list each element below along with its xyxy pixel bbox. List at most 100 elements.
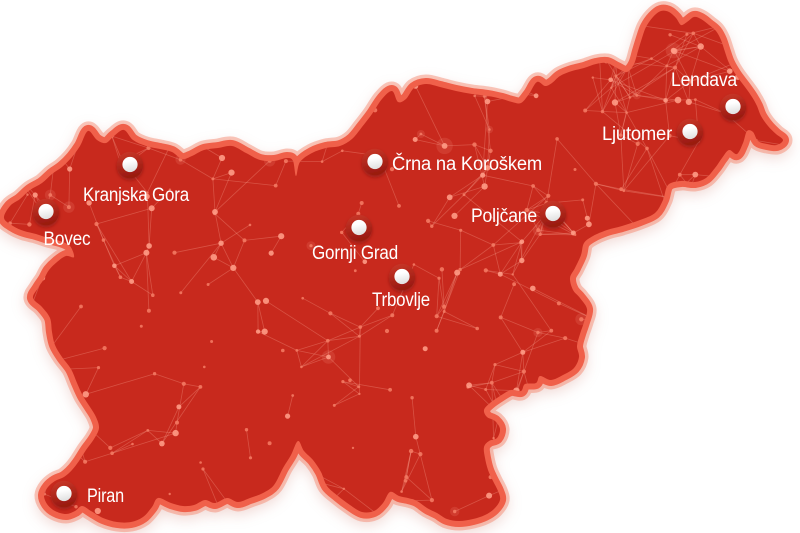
network-line [443,272,458,312]
network-line [627,66,631,98]
network-dot [663,367,667,371]
network-dot-halo [763,303,771,311]
network-line [246,429,251,458]
network-line [730,300,763,305]
network-dot [17,462,21,466]
network-line [260,94,276,124]
network-line [526,195,549,211]
network-line [498,27,539,45]
network-dot [167,94,172,99]
network-dot [493,363,497,367]
city-marker-piran[interactable] [50,480,78,508]
network-line [131,281,154,296]
network-line [114,252,147,267]
network-dot [685,32,689,36]
network-dot [472,45,480,52]
network-dot [184,24,188,27]
network-dot [492,74,497,78]
network-line [270,235,282,254]
city-marker-poljcane[interactable] [539,200,567,228]
network-line [460,229,494,246]
network-line [212,172,232,180]
network-line [74,10,104,35]
network-line [526,209,539,231]
network-dot [531,184,535,188]
network-line [521,234,541,261]
network-dot [614,74,618,78]
network-line [253,94,262,109]
network-dot [546,193,551,198]
network-line [499,241,523,275]
network-dot [736,167,744,174]
city-kranjska-gora [116,151,144,179]
network-line [491,364,496,383]
network-dot [377,57,384,64]
network-line [111,135,149,149]
network-line [614,75,617,103]
network-line [218,54,232,102]
network-line [666,46,701,67]
city-marker-crna-na-koroskem[interactable] [361,148,389,176]
network-dot [74,505,78,509]
network-dot [262,297,270,304]
city-marker-lendava[interactable] [719,93,747,121]
network-line [27,376,41,379]
network-line [601,349,618,364]
network-line [655,336,701,386]
network-dot [480,172,486,178]
network-dot [73,32,77,36]
city-marker-trbovlje[interactable] [388,263,416,291]
network-line [172,10,176,17]
network-line [556,138,597,185]
network-line [111,443,133,454]
network-line [220,224,251,244]
network-dot [480,10,484,13]
network-line [610,75,617,88]
network-line [518,477,555,496]
network-line [70,431,77,448]
network-dot [27,222,32,227]
network-dot [733,424,740,431]
network-line [643,234,645,278]
network-dot [733,17,739,24]
network-dot [516,475,521,480]
network-line [607,485,627,516]
network-dot [413,433,419,440]
network-dot [636,304,640,308]
network-dot [249,49,254,54]
network-line [334,386,359,406]
network-dot-halo [640,230,649,239]
city-marker-gornji-grad[interactable] [345,214,373,242]
network-dot [680,213,683,216]
network-dot [36,41,42,48]
network-line [92,19,119,54]
network-line [68,168,71,208]
city-marker-ljutomer[interactable] [676,118,704,146]
network-dot [422,346,428,352]
network-dot [14,24,17,27]
network-line [537,332,566,339]
network-line [607,321,640,323]
network-line [526,479,599,492]
city-marker-kranjska-gora[interactable] [116,151,144,179]
network-dot [430,224,434,228]
network-line [625,451,635,487]
network-line [500,284,515,318]
network-dot [332,403,336,407]
network-dot [713,380,720,387]
network-line [627,66,638,96]
network-dot [521,369,527,374]
city-marker-bovec[interactable] [32,198,60,226]
network-dot [618,20,623,25]
network-line [449,24,471,46]
network-dot [174,128,180,134]
network-line [676,226,695,233]
network-dot [101,238,106,242]
network-line [664,306,681,321]
network-line [692,200,721,214]
network-dot-halo [298,101,308,110]
network-line [260,94,273,136]
network-dot [144,193,150,200]
network-dot [187,128,190,132]
network-dot [634,431,640,437]
